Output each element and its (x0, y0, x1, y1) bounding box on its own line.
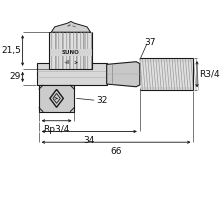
Bar (50, 32, 92, 69)
Text: 21,5: 21,5 (1, 46, 21, 55)
Bar (73, 32, 75, 69)
Bar (76, 32, 78, 69)
Bar (63, 64, 79, 76)
Bar (80, 32, 82, 69)
Bar (91, 32, 93, 69)
Text: 37: 37 (145, 38, 156, 46)
Bar (83, 32, 86, 69)
Bar (55, 32, 57, 69)
Bar (39, 85, 75, 112)
Bar (66, 32, 68, 69)
Text: 34: 34 (84, 136, 95, 145)
Text: 32: 32 (96, 96, 107, 105)
Text: 29: 29 (9, 72, 21, 81)
Bar (69, 32, 71, 69)
Bar (87, 32, 89, 69)
Polygon shape (107, 62, 140, 87)
Text: SUNO: SUNO (62, 50, 80, 55)
Text: R3/4: R3/4 (199, 70, 219, 79)
Bar (37, 64, 107, 85)
Bar (58, 32, 61, 69)
Text: +Ⅱ: +Ⅱ (63, 60, 70, 65)
Bar (51, 32, 53, 69)
Text: 66: 66 (110, 147, 122, 156)
Bar (62, 32, 64, 69)
Text: Rp3/4: Rp3/4 (43, 125, 70, 134)
Bar (140, 58, 193, 90)
Bar (50, 49, 92, 56)
Polygon shape (51, 22, 91, 32)
